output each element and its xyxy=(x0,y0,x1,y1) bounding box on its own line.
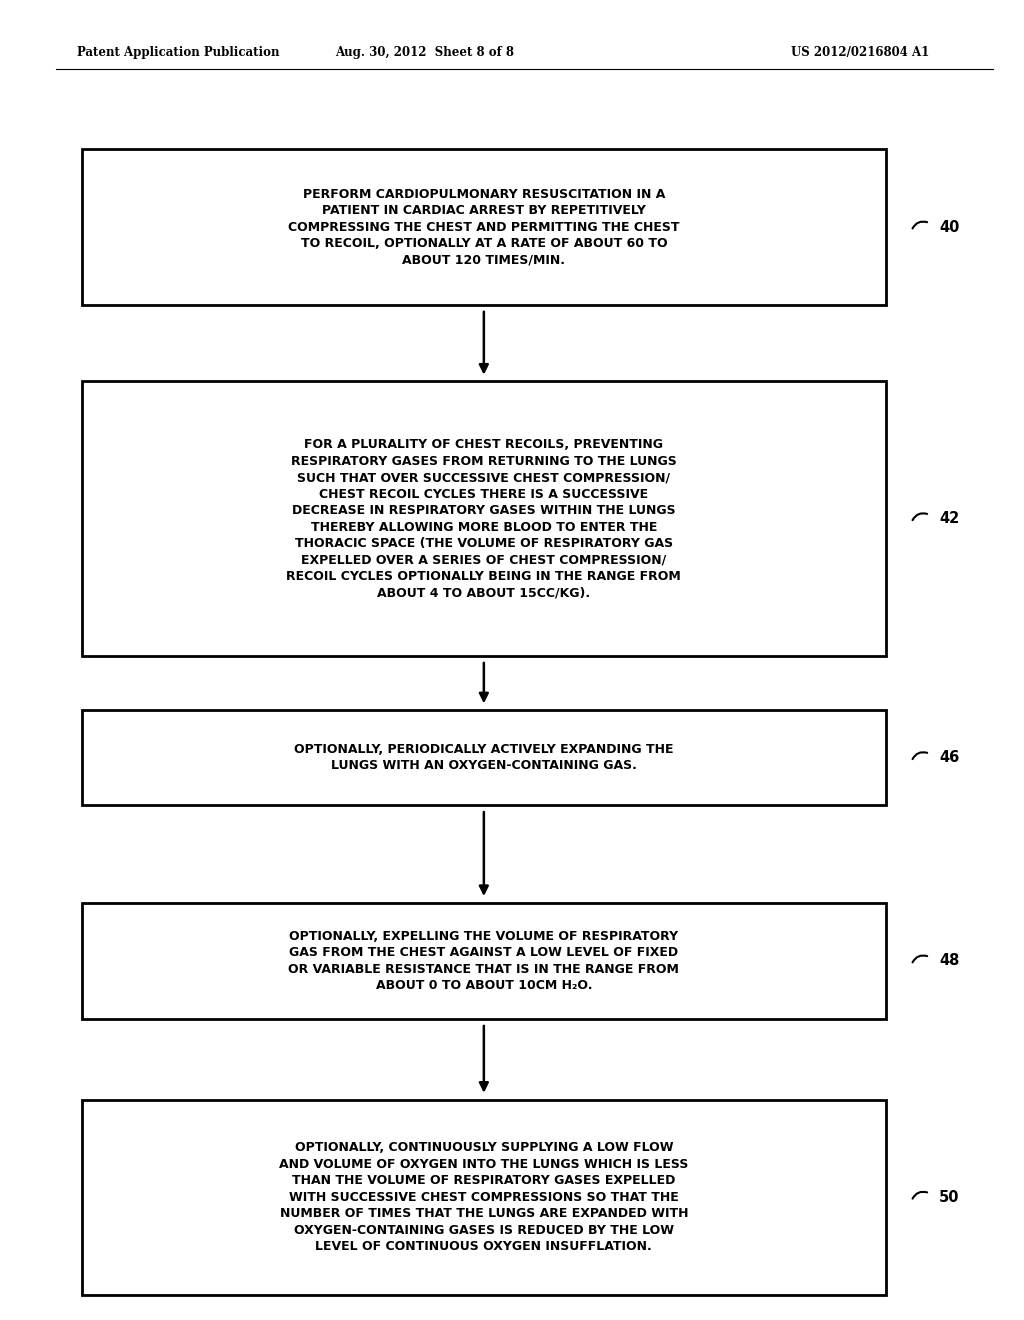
Bar xyxy=(82,710,886,805)
Text: OPTIONALLY, PERIODICALLY ACTIVELY EXPANDING THE
LUNGS WITH AN OXYGEN-CONTAINING : OPTIONALLY, PERIODICALLY ACTIVELY EXPAND… xyxy=(294,743,674,772)
Text: FOR A PLURALITY OF CHEST RECOILS, PREVENTING
RESPIRATORY GASES FROM RETURNING TO: FOR A PLURALITY OF CHEST RECOILS, PREVEN… xyxy=(287,438,681,599)
Text: US 2012/0216804 A1: US 2012/0216804 A1 xyxy=(791,46,930,59)
Text: OPTIONALLY, CONTINUOUSLY SUPPLYING A LOW FLOW
AND VOLUME OF OXYGEN INTO THE LUNG: OPTIONALLY, CONTINUOUSLY SUPPLYING A LOW… xyxy=(280,1142,688,1253)
Text: OPTIONALLY, EXPELLING THE VOLUME OF RESPIRATORY
GAS FROM THE CHEST AGAINST A LOW: OPTIONALLY, EXPELLING THE VOLUME OF RESP… xyxy=(289,929,679,993)
Text: 42: 42 xyxy=(939,511,959,527)
Text: Patent Application Publication: Patent Application Publication xyxy=(77,46,280,59)
Text: 48: 48 xyxy=(939,953,959,969)
Bar xyxy=(82,149,886,305)
Bar xyxy=(82,1100,886,1295)
Text: 46: 46 xyxy=(939,750,959,766)
Bar xyxy=(82,381,886,656)
Text: 50: 50 xyxy=(939,1189,959,1205)
Text: PERFORM CARDIOPULMONARY RESUSCITATION IN A
PATIENT IN CARDIAC ARREST BY REPETITI: PERFORM CARDIOPULMONARY RESUSCITATION IN… xyxy=(288,187,680,267)
Text: Aug. 30, 2012  Sheet 8 of 8: Aug. 30, 2012 Sheet 8 of 8 xyxy=(336,46,514,59)
Bar xyxy=(82,903,886,1019)
Text: 40: 40 xyxy=(939,219,959,235)
